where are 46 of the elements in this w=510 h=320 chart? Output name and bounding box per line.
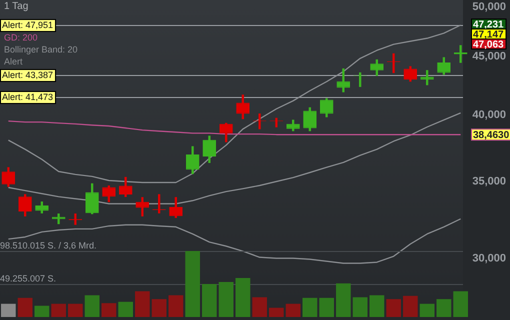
bar: [18, 298, 32, 317]
bar: [286, 304, 300, 317]
y-tick-label: 30,000: [472, 252, 506, 264]
bar: [34, 306, 50, 317]
data-label: 38,4630: [473, 130, 510, 141]
text: 47,063: [473, 39, 504, 50]
bar: [202, 284, 217, 317]
bar: [319, 298, 334, 317]
annotation: Alert: [4, 56, 24, 66]
bar: [51, 304, 66, 317]
bar: [84, 295, 100, 317]
y-tick-label: 45,000: [472, 50, 506, 62]
ref-line-label: Alert: 47,951: [2, 20, 54, 30]
bar: [352, 297, 368, 317]
bar: [102, 303, 116, 317]
bar: [336, 283, 351, 317]
bar: [236, 278, 250, 317]
bar: [386, 299, 401, 317]
y-tick-label: 40,000: [472, 109, 506, 122]
bar: [68, 304, 83, 317]
ref-line-label: 98.510.015 S. / 3,6 Mrd.: [0, 240, 97, 250]
bar: [269, 308, 284, 317]
bar: [420, 304, 434, 317]
bar: [185, 251, 200, 317]
bar: [453, 291, 468, 317]
bar: [1, 304, 16, 317]
text: 47,147: [473, 29, 504, 40]
bar: [252, 297, 267, 317]
bar: [135, 291, 150, 317]
text: 47,231: [473, 19, 504, 30]
bar: [370, 295, 384, 317]
ref-line-label: Alert: 43,387: [2, 70, 54, 80]
text: Bollinger Band: 20: [4, 44, 78, 54]
ref-line-label: Alert: 41,473: [2, 92, 54, 102]
bar: [152, 299, 166, 317]
bar: [118, 302, 133, 317]
bar: [168, 295, 184, 317]
y-tick-label: 50,000: [472, 1, 506, 14]
text: GD: 200: [4, 32, 38, 42]
y-tick-label: 35,000: [472, 176, 506, 188]
bar: [436, 299, 452, 317]
bar: [403, 296, 418, 317]
ref-line-label: 49.255.007 S.: [0, 273, 56, 284]
bar: [218, 282, 234, 317]
chart-title: 1 Tag: [4, 0, 28, 12]
bar: [302, 298, 318, 317]
